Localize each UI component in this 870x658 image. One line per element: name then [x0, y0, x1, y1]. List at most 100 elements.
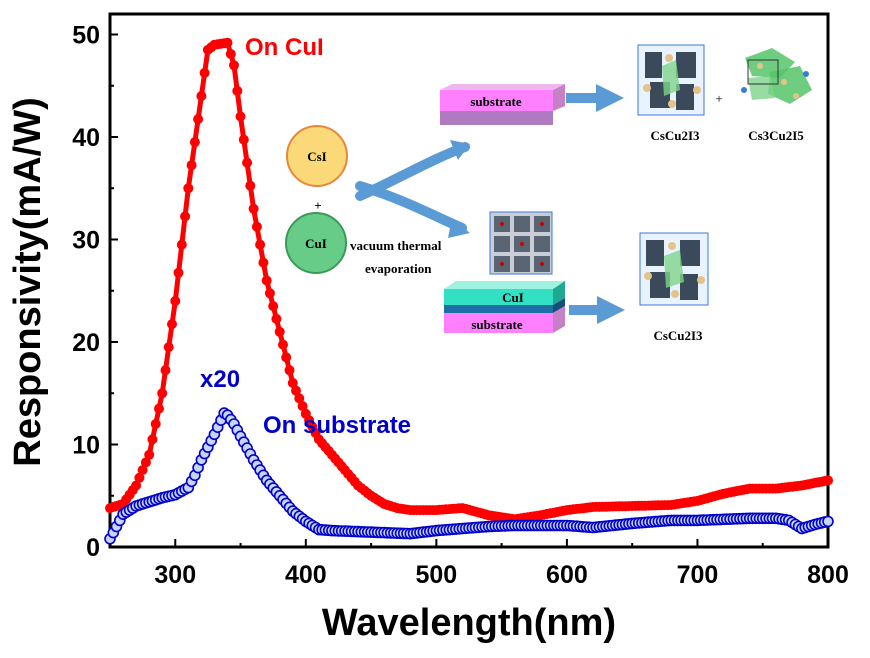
x-tick-label: 500: [416, 561, 458, 589]
crystal-structure-1: [637, 44, 705, 116]
substrate-bottom-label: substrate: [471, 317, 523, 332]
plus-sign-2: +: [715, 91, 722, 106]
crystal-structure-3: [639, 232, 709, 306]
cui-layer-label: CuI: [502, 290, 524, 305]
x-tick-label: 800: [807, 561, 849, 589]
substrate-bottom-side: [553, 306, 565, 333]
data-point-on-cui: [134, 472, 145, 483]
data-point-on-cui: [287, 378, 298, 388]
cui-layer-side: [553, 281, 565, 305]
arrow-right-bottom: [569, 296, 625, 324]
data-point-on-cui: [170, 296, 181, 306]
data-point-on-cui: [147, 434, 158, 445]
substrate-top-front: [440, 90, 553, 111]
cui-layer-front: [444, 289, 553, 305]
x-tick-label: 700: [677, 561, 719, 589]
data-point-on-cui: [284, 365, 295, 376]
data-point-on-cui: [248, 203, 259, 214]
y-axis-title: Responsivity(mA/W): [7, 97, 49, 466]
product-label-2: Cs3Cu2I5: [748, 128, 804, 143]
arrow-right-top: [566, 84, 624, 112]
data-point-on-cui: [137, 465, 148, 476]
data-point-on-cui: [180, 211, 191, 222]
interface-side: [553, 298, 565, 313]
data-point-on-cui: [238, 134, 249, 145]
csi-circle: [286, 125, 348, 187]
interface-layer: [444, 305, 553, 313]
data-point-on-cui: [291, 385, 301, 396]
data-point-on-cui: [157, 388, 168, 399]
data-point-on-cui: [199, 67, 210, 78]
substrate-top-face: [440, 84, 565, 90]
inset-schematic: CsI + CuI vacuum thermal evaporation sub…: [285, 44, 812, 343]
data-point-on-cui: [160, 365, 171, 376]
multiplier-label: x20: [200, 366, 240, 393]
data-point-on-cui: [163, 342, 174, 353]
data-point-on-cui: [271, 313, 282, 324]
data-point-on-cui: [258, 257, 269, 268]
data-point-on-cui: [196, 91, 207, 101]
data-point-on-cui: [255, 239, 266, 250]
x-axis-title: Wavelength(nm): [322, 602, 616, 644]
data-point-on-substrate: [822, 515, 834, 528]
data-point-on-cui: [167, 319, 177, 330]
data-point-on-cui: [281, 352, 292, 363]
substrate-top-bottom: [440, 111, 553, 125]
data-point-on-cui: [235, 111, 246, 122]
data-point-on-cui: [173, 267, 184, 278]
y-tick-label: 50: [72, 22, 100, 50]
data-point-on-cui: [823, 475, 833, 486]
substrate-top-side: [553, 84, 565, 111]
data-point-on-cui: [242, 157, 253, 168]
arrow-up-head: [450, 140, 470, 160]
x-tick-label: 600: [546, 561, 588, 589]
y-tick-label: 30: [72, 227, 100, 255]
series-on-cui: [105, 37, 833, 525]
cui-layer-top: [444, 281, 565, 289]
data-point-on-cui: [222, 37, 233, 48]
series-on-substrate: [104, 407, 834, 545]
data-point-on-cui: [131, 480, 142, 491]
data-point-on-cui: [278, 339, 288, 350]
data-point-on-cui: [189, 137, 200, 148]
substrate-bottom-front: [444, 313, 553, 333]
plot-frame: [108, 12, 830, 549]
plus-sign-1: +: [314, 198, 321, 213]
arrow-down-head: [448, 218, 470, 238]
data-point-on-cui: [229, 60, 239, 71]
vacuum-label-2: evaporation: [365, 261, 432, 276]
data-point-on-cui: [294, 393, 305, 404]
x-axis: 300 400 500 600 700 800: [109, 539, 849, 589]
x-tick-label: 300: [154, 561, 196, 589]
substrate-top-label: substrate: [470, 94, 522, 109]
series-label-on-cui: On CuI: [245, 34, 324, 61]
y-tick-label: 40: [72, 124, 100, 152]
crystal-structure-cui: [489, 211, 553, 275]
data-point-on-cui: [261, 275, 272, 286]
crystal-structure-2: [741, 48, 812, 104]
arrow-down: [355, 181, 467, 233]
data-point-on-cui: [274, 326, 285, 337]
cui-label: CuI: [305, 236, 327, 251]
data-point-on-cui: [183, 183, 194, 194]
data-point-on-cui: [186, 160, 197, 171]
data-point-on-cui: [268, 301, 279, 312]
data-point-on-cui: [140, 457, 151, 468]
data-point-on-cui: [251, 221, 262, 232]
product-label-3: CsCu2I3: [653, 328, 703, 343]
data-point-on-cui: [154, 403, 164, 414]
vacuum-label-1: vacuum thermal: [350, 238, 442, 253]
data-point-on-cui: [264, 288, 275, 299]
cui-circle: [285, 212, 347, 274]
data-point-on-cui: [297, 401, 308, 412]
y-tick-label: 0: [86, 534, 100, 562]
y-tick-label: 10: [72, 432, 100, 460]
data-point-on-cui: [176, 239, 187, 250]
x-tick-label: 400: [285, 561, 327, 589]
data-point-on-cui: [144, 449, 155, 460]
series-label-on-substrate: On substrate: [263, 412, 411, 439]
csi-label: CsI: [307, 149, 327, 164]
data-point-on-cui: [225, 49, 236, 59]
data-point-on-cui: [245, 180, 256, 191]
